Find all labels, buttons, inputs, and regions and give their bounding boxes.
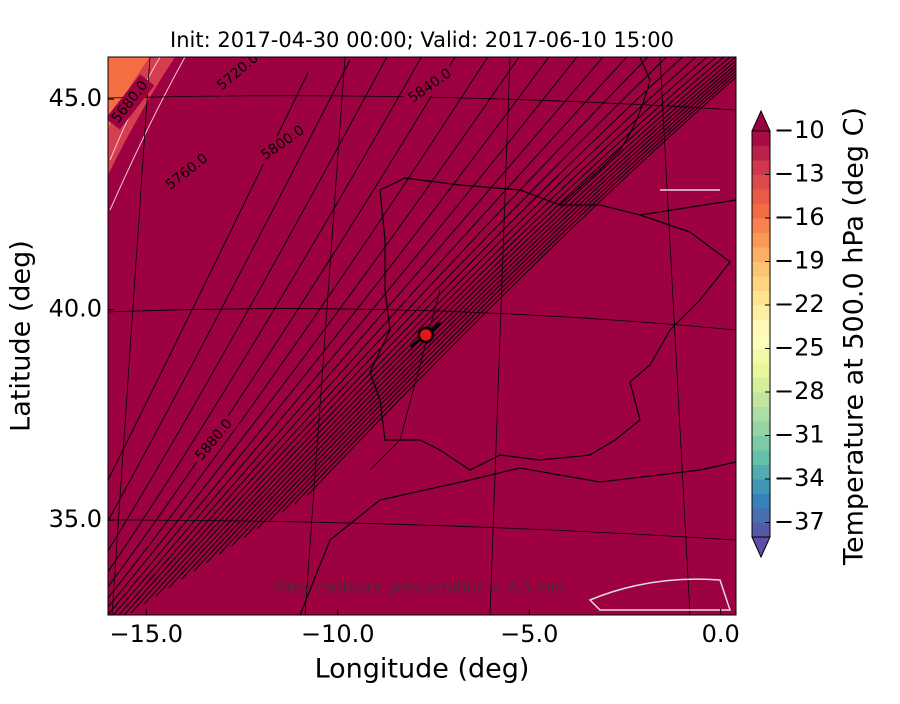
colorbar-bin: [752, 435, 770, 451]
colorbar-bin: [752, 334, 770, 349]
colorbar-extend: [751, 536, 771, 559]
colorbar-bin: [752, 406, 770, 422]
colorbar-bin: [752, 392, 770, 407]
y-tick-label: 35.0: [49, 505, 102, 533]
colorbar-bin: [752, 247, 770, 262]
colorbar-bin: [752, 276, 770, 291]
colorbar-bin: [752, 493, 770, 509]
y-axis-label: Latitude (deg): [6, 240, 37, 432]
contour-label-bg: [210, 57, 266, 97]
x-axis-label: Longitude (deg): [315, 654, 530, 685]
contour-label-bg: [254, 119, 312, 167]
y-tick-label: 40.0: [49, 295, 102, 323]
points: [409, 321, 442, 349]
x-tick-label: 0.0: [702, 620, 740, 648]
colorbar-bin: [752, 479, 770, 494]
colorbar-bin: [752, 218, 770, 233]
colorbar-bin: [752, 174, 770, 190]
colorbar-bin: [752, 145, 770, 161]
precipitation-contours: [588, 189, 732, 611]
colorbar-tick-label: −10: [774, 116, 825, 144]
colorbar-bin: [752, 232, 770, 248]
contour-label-bg: [159, 147, 215, 197]
colorbar-bin: [752, 305, 770, 320]
colorbar-bin: [752, 348, 770, 364]
plot-frame: [107, 56, 737, 616]
colorbar-bin: [752, 189, 770, 204]
y-tick-label: 45.0: [49, 84, 102, 112]
colorbar-tick-label: −19: [774, 247, 825, 275]
colorbar-bin: [752, 508, 770, 523]
colorbar-bin: [752, 203, 770, 219]
colorbar-bin: [752, 290, 770, 306]
colorbar-tick-label: −22: [774, 290, 825, 318]
colorbar-bin: [752, 377, 770, 393]
colorbar-tick-label: −13: [774, 160, 825, 188]
colorbar-bin: [752, 131, 770, 146]
colorbar-bin: [752, 421, 770, 436]
colorbar-bin: [752, 464, 770, 480]
colorbar-label: Temperature at 500.0 hPa (deg C): [839, 107, 870, 566]
colorbar-tick-label: −16: [774, 203, 825, 231]
warm-region: [108, 57, 150, 130]
colorbar-frame: [751, 130, 771, 538]
x-tick-label: −10.0: [301, 620, 375, 648]
colorbar-bin: [752, 363, 770, 378]
colorbar-extend: [751, 109, 771, 132]
x-tick-label: −15.0: [110, 620, 184, 648]
colorbar-tick-label: −25: [774, 334, 825, 362]
colorbar-tick-label: −31: [774, 421, 825, 449]
colorbar-bin: [752, 160, 770, 175]
colorbar-bin: [752, 522, 770, 538]
colorbar-tick-label: −28: [774, 377, 825, 405]
contour-label-bg: [189, 412, 239, 468]
colorbar-bin: [752, 319, 770, 335]
contour-label-bg: [108, 74, 155, 130]
colorbar-bin: [752, 261, 770, 277]
colorbar-tick-label: −34: [774, 464, 825, 492]
x-tick-label: −5.0: [500, 620, 558, 648]
coastline: [299, 57, 736, 615]
point: [417, 326, 435, 344]
chart-title: Init: 2017-04-30 00:00; Valid: 2017-06-1…: [170, 28, 674, 52]
colorbar-bin: [752, 450, 770, 465]
colorbar: −10 −13 −16 −19 −22 −25 −28 −31 −34 −37: [751, 109, 825, 559]
note: Grey contours: precipitation > 0.5 mm: [275, 579, 565, 597]
axes: −15.0 −10.0 −5.0 0.0 35.0 40.0 45.0: [49, 84, 740, 648]
colorbar-tick-label: −37: [774, 508, 825, 536]
contour-label-bg: [401, 62, 459, 110]
